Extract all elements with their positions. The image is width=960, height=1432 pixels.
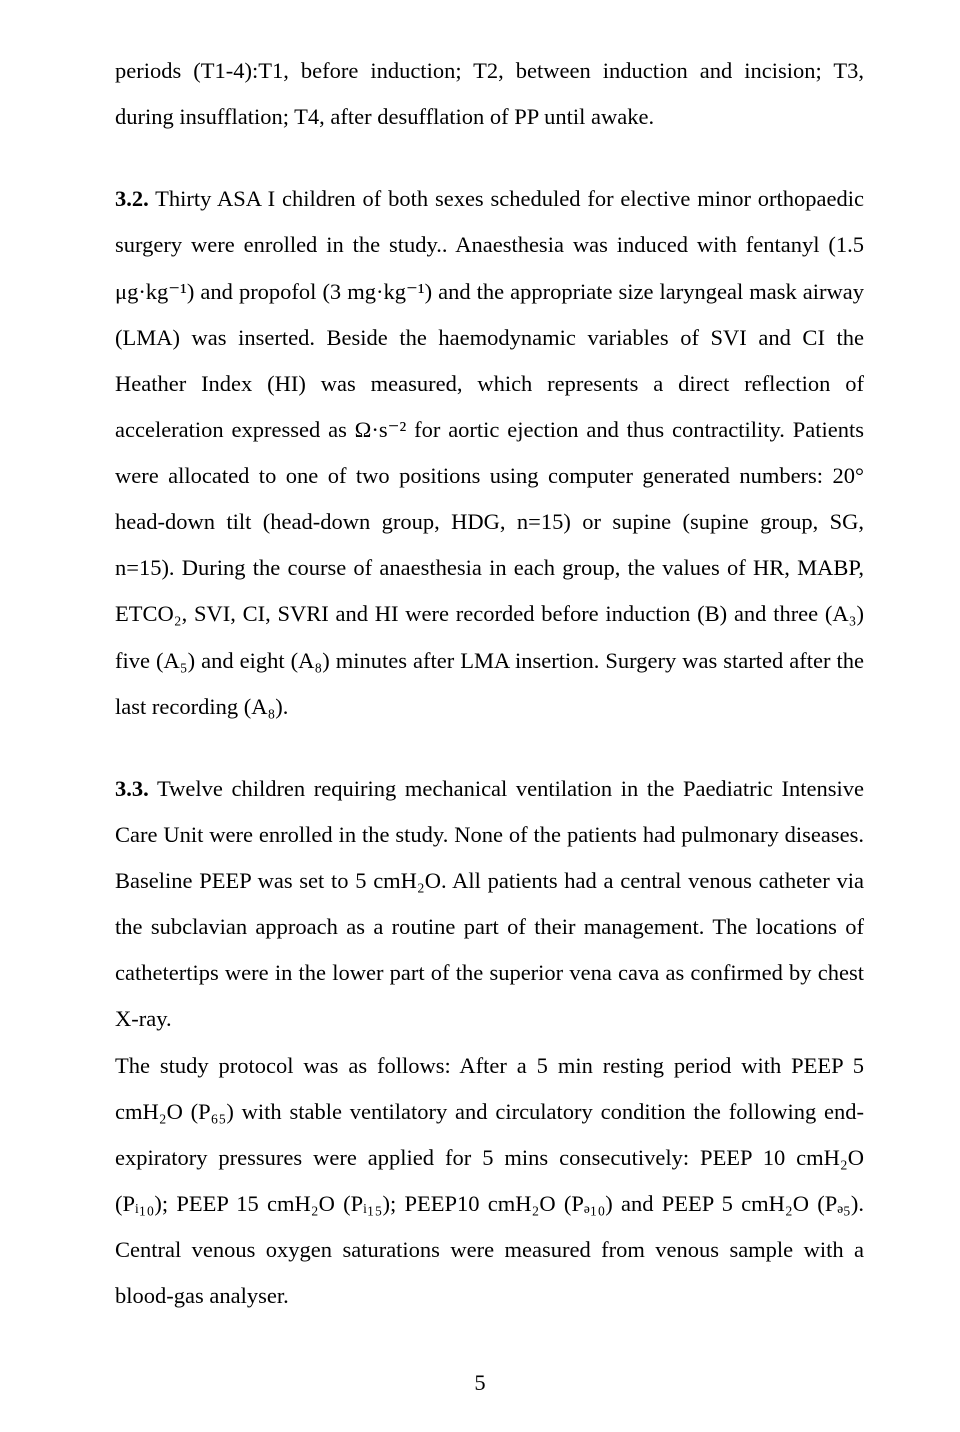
page-number: 5 xyxy=(0,1370,960,1396)
paragraph-2: 3.2. Thirty ASA I children of both sexes… xyxy=(115,176,864,730)
paragraph-3-body: Twelve children requiring mechanical ven… xyxy=(115,776,864,1032)
paragraph-1: periods (T1-4):T1, before induction; T2,… xyxy=(115,48,864,140)
paragraph-2-body: Thirty ASA I children of both sexes sche… xyxy=(115,186,864,718)
section-number-3-2: 3.2. xyxy=(115,186,149,211)
section-number-3-3: 3.3. xyxy=(115,776,149,801)
paragraph-4: The study protocol was as follows: After… xyxy=(115,1043,864,1320)
paragraph-3: 3.3. Twelve children requiring mechanica… xyxy=(115,766,864,1043)
document-page: periods (T1-4):T1, before induction; T2,… xyxy=(0,0,960,1432)
